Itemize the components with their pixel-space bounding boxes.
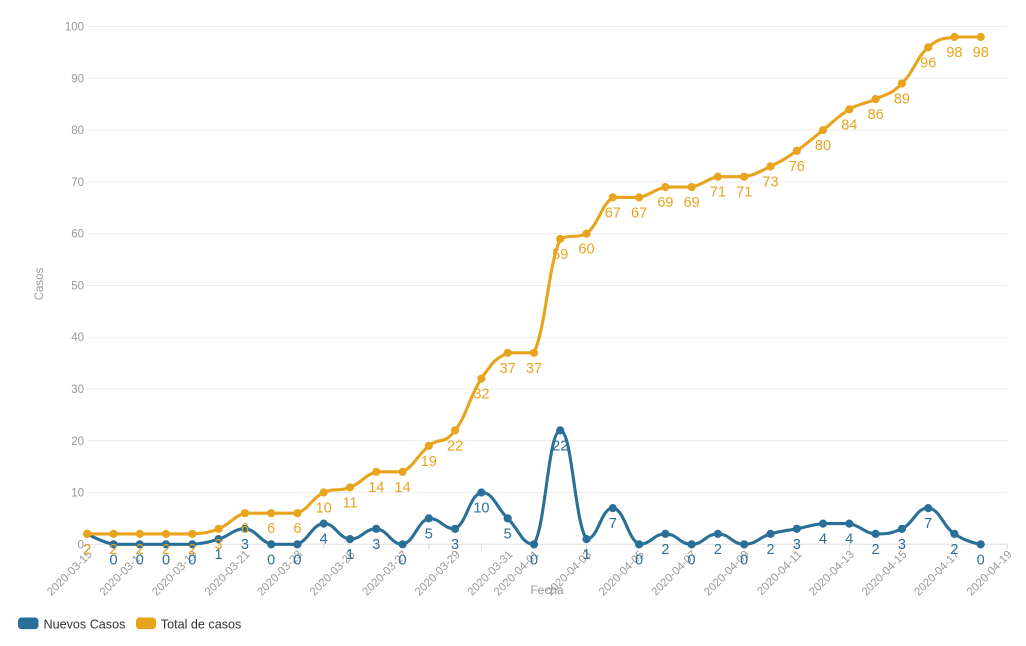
svg-text:0: 0 — [740, 552, 748, 568]
svg-text:69: 69 — [657, 195, 673, 211]
svg-text:1: 1 — [346, 547, 354, 563]
svg-text:0: 0 — [109, 552, 117, 568]
svg-text:14: 14 — [368, 480, 384, 496]
svg-text:70: 70 — [71, 177, 84, 189]
svg-text:2: 2 — [950, 542, 958, 558]
svg-text:2: 2 — [83, 542, 91, 558]
svg-text:Casos: Casos — [34, 267, 46, 300]
svg-text:2: 2 — [714, 542, 722, 558]
svg-text:3: 3 — [898, 537, 906, 553]
svg-text:0: 0 — [136, 552, 144, 568]
svg-text:60: 60 — [578, 242, 594, 258]
svg-text:5: 5 — [425, 526, 433, 542]
svg-text:14: 14 — [395, 480, 411, 496]
svg-text:3: 3 — [215, 537, 223, 553]
svg-text:0: 0 — [188, 552, 196, 568]
svg-text:4: 4 — [819, 532, 827, 548]
svg-text:0: 0 — [635, 552, 643, 568]
svg-text:0: 0 — [530, 552, 538, 568]
svg-text:37: 37 — [500, 361, 516, 377]
svg-text:0: 0 — [977, 552, 985, 568]
svg-text:50: 50 — [71, 280, 84, 292]
svg-text:0: 0 — [162, 552, 170, 568]
svg-text:67: 67 — [605, 205, 621, 221]
svg-text:89: 89 — [894, 92, 910, 108]
svg-text:86: 86 — [868, 107, 884, 123]
svg-text:Total de casos: Total de casos — [161, 617, 242, 631]
svg-text:0: 0 — [78, 539, 84, 551]
svg-text:7: 7 — [609, 516, 617, 532]
svg-text:2: 2 — [661, 542, 669, 558]
svg-text:4: 4 — [845, 532, 853, 548]
svg-text:90: 90 — [71, 73, 84, 85]
svg-text:2: 2 — [872, 542, 880, 558]
svg-text:11: 11 — [342, 495, 357, 511]
svg-text:22: 22 — [447, 438, 463, 454]
svg-text:0: 0 — [688, 552, 696, 568]
svg-text:0: 0 — [267, 552, 275, 568]
svg-text:37: 37 — [526, 361, 542, 377]
svg-text:4: 4 — [320, 532, 328, 548]
svg-text:19: 19 — [421, 454, 437, 470]
svg-text:6: 6 — [267, 521, 275, 537]
svg-text:0: 0 — [293, 552, 301, 568]
svg-text:30: 30 — [71, 384, 84, 396]
svg-text:59: 59 — [552, 247, 568, 263]
svg-text:80: 80 — [815, 138, 831, 154]
svg-text:6: 6 — [293, 521, 301, 537]
svg-text:2: 2 — [162, 542, 170, 558]
svg-text:40: 40 — [71, 332, 84, 344]
svg-text:2: 2 — [766, 542, 774, 558]
svg-text:Nuevos Casos: Nuevos Casos — [44, 617, 126, 631]
svg-text:71: 71 — [710, 185, 726, 201]
svg-text:98: 98 — [973, 45, 989, 61]
svg-text:5: 5 — [504, 526, 512, 542]
svg-text:96: 96 — [920, 55, 936, 71]
svg-text:71: 71 — [736, 185, 752, 201]
svg-text:7: 7 — [924, 516, 932, 532]
svg-text:20: 20 — [71, 436, 84, 448]
svg-text:3: 3 — [793, 537, 801, 553]
svg-text:2: 2 — [136, 542, 144, 558]
svg-text:6: 6 — [241, 521, 249, 537]
svg-text:73: 73 — [762, 174, 778, 190]
svg-text:98: 98 — [946, 45, 962, 61]
svg-text:3: 3 — [241, 537, 249, 553]
svg-text:Fecha: Fecha — [530, 583, 564, 597]
svg-text:10: 10 — [71, 488, 84, 500]
svg-text:2: 2 — [188, 542, 196, 558]
svg-text:10: 10 — [316, 501, 332, 517]
svg-text:32: 32 — [473, 387, 489, 403]
svg-text:2: 2 — [109, 542, 117, 558]
svg-text:10: 10 — [473, 501, 489, 517]
svg-text:80: 80 — [71, 125, 84, 137]
svg-text:3: 3 — [372, 537, 380, 553]
svg-text:0: 0 — [399, 552, 407, 568]
svg-text:100: 100 — [65, 22, 84, 34]
svg-text:2: 2 — [83, 542, 91, 558]
svg-text:69: 69 — [684, 195, 700, 211]
svg-text:60: 60 — [71, 229, 84, 241]
svg-text:22: 22 — [552, 438, 568, 454]
svg-text:1: 1 — [582, 547, 590, 563]
svg-text:1: 1 — [215, 547, 223, 563]
svg-text:76: 76 — [789, 159, 805, 175]
svg-text:3: 3 — [451, 537, 459, 553]
svg-text:67: 67 — [631, 205, 647, 221]
svg-text:84: 84 — [841, 117, 857, 133]
